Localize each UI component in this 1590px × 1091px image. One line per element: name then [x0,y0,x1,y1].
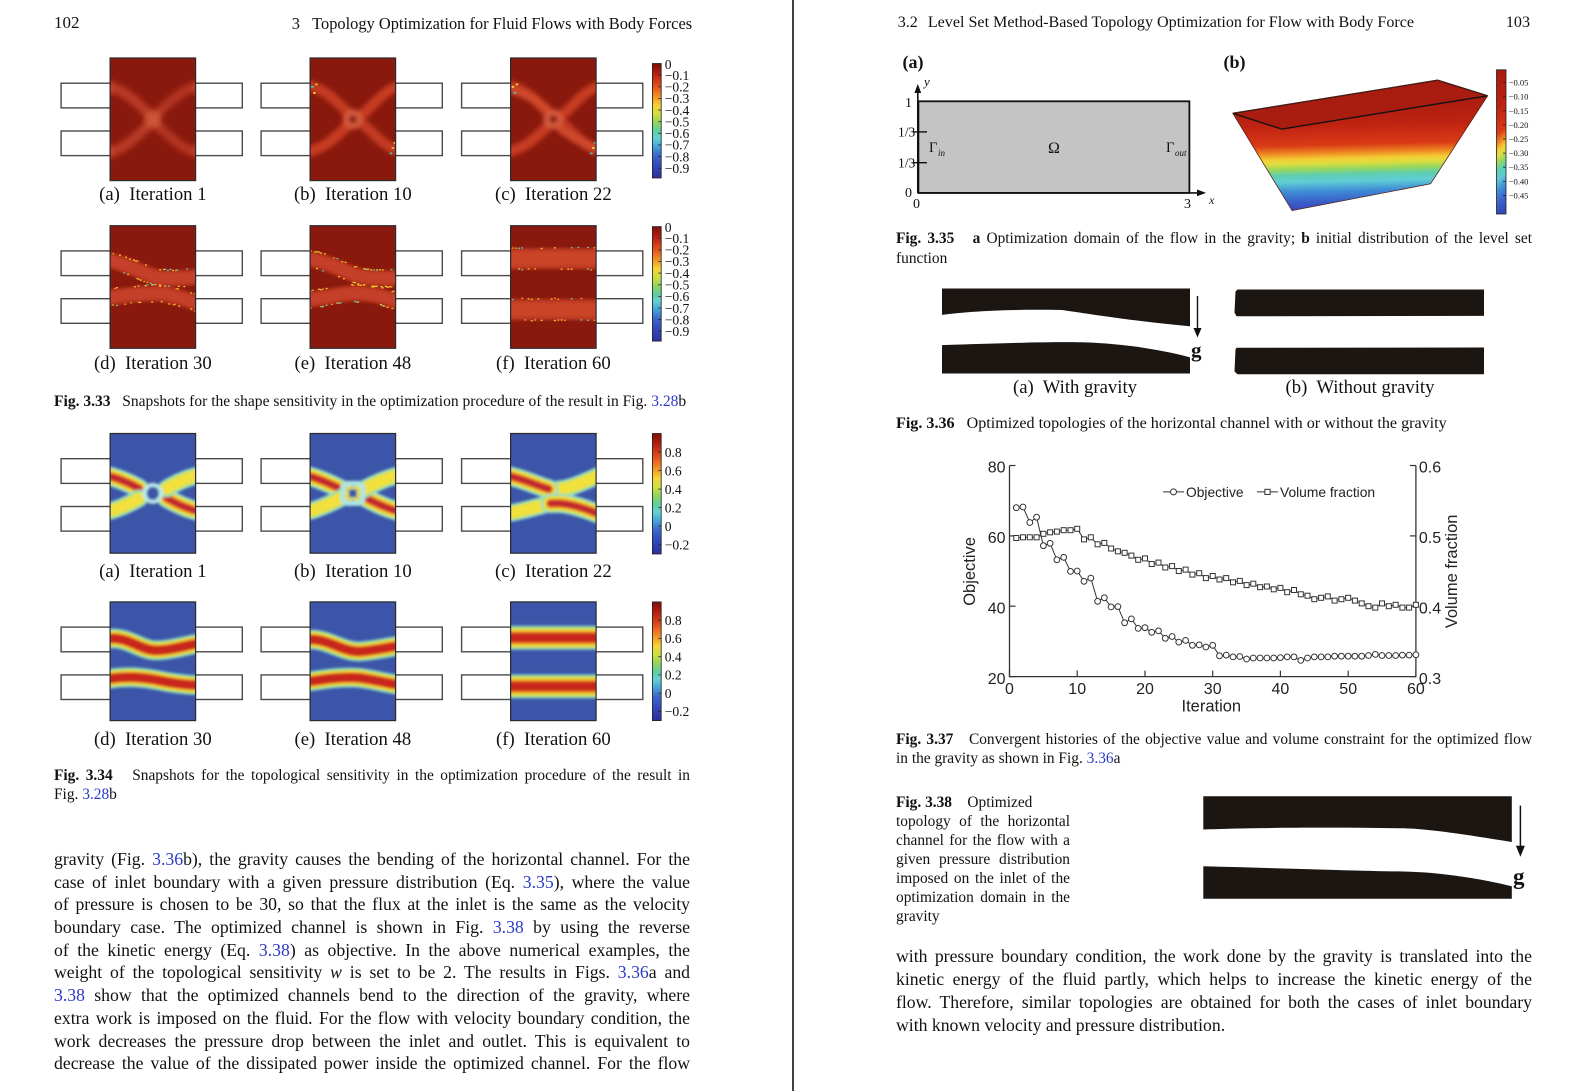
svg-text:−0.7: −0.7 [665,138,690,153]
svg-text:1/3: 1/3 [898,125,916,140]
svg-text:1: 1 [905,96,912,111]
svg-text:y: y [922,74,930,89]
svg-text:−0.1: −0.1 [665,231,690,246]
svg-text:60: 60 [1407,681,1425,698]
svg-text:−0.3: −0.3 [665,254,690,269]
svg-text:40: 40 [1272,681,1290,698]
svg-text:x: x [1208,193,1215,207]
svg-text:g: g [1191,338,1202,362]
svg-text:−0.9: −0.9 [665,161,690,176]
svg-text:−0.8: −0.8 [665,149,690,164]
svg-text:0.6: 0.6 [665,631,682,646]
svg-text:Iteration: Iteration [1181,698,1241,716]
svg-text:Objective: Objective [961,537,979,606]
svg-text:0.4: 0.4 [1419,600,1441,617]
svg-text:−0.2: −0.2 [665,704,690,719]
svg-text:0: 0 [665,220,672,235]
svg-text:−0.3: −0.3 [665,91,690,106]
svg-text:−0.5: −0.5 [665,278,690,293]
svg-text:−0.6: −0.6 [665,126,690,141]
svg-text:−0.15: −0.15 [1509,106,1529,116]
svg-text:10: 10 [1068,681,1086,698]
svg-text:−0.40: −0.40 [1509,176,1529,186]
svg-text:0: 0 [913,197,920,212]
svg-text:−0.25: −0.25 [1509,134,1529,144]
svg-text:3: 3 [1184,197,1191,212]
svg-text:0.5: 0.5 [1419,530,1441,547]
svg-text:0.2: 0.2 [665,668,682,683]
svg-text:40: 40 [988,600,1006,617]
svg-text:−0.35: −0.35 [1509,162,1529,172]
svg-text:−0.9: −0.9 [665,324,690,339]
svg-text:−0.6: −0.6 [665,289,690,304]
svg-text:−0.20: −0.20 [1509,120,1529,130]
svg-text:60: 60 [988,530,1006,547]
svg-text:80: 80 [988,460,1006,477]
svg-text:20: 20 [988,671,1006,688]
svg-text:−0.05: −0.05 [1509,78,1529,88]
svg-text:0.4: 0.4 [665,482,682,497]
svg-text:0.6: 0.6 [1419,460,1441,477]
svg-text:0.2: 0.2 [665,500,682,515]
svg-text:−0.8: −0.8 [665,312,690,327]
svg-text:Volume fraction: Volume fraction [1280,485,1375,500]
svg-text:−0.7: −0.7 [665,301,690,316]
svg-text:Ω: Ω [1048,140,1060,157]
svg-text:0: 0 [905,186,912,201]
svg-text:1/3: 1/3 [898,156,916,171]
svg-text:in: in [938,148,946,158]
svg-text:Volume fraction: Volume fraction [1443,515,1461,629]
svg-text:−0.1: −0.1 [665,68,690,83]
svg-text:−0.10: −0.10 [1509,92,1529,102]
svg-text:20: 20 [1136,681,1154,698]
svg-text:0: 0 [665,519,672,534]
svg-text:−0.2: −0.2 [665,243,690,258]
svg-text:−0.5: −0.5 [665,114,690,129]
svg-text:0: 0 [665,686,672,701]
svg-text:Γ: Γ [1166,140,1174,156]
svg-text:0.3: 0.3 [1419,671,1441,688]
svg-text:50: 50 [1339,681,1357,698]
svg-text:Γ: Γ [929,140,937,156]
svg-text:−0.4: −0.4 [665,266,690,281]
svg-text:0.8: 0.8 [665,445,682,460]
svg-text:30: 30 [1204,681,1222,698]
svg-text:−0.45: −0.45 [1509,190,1529,200]
svg-text:g: g [1513,864,1525,889]
svg-text:0.6: 0.6 [665,463,682,478]
svg-text:−0.2: −0.2 [665,538,690,553]
svg-text:−0.2: −0.2 [665,80,690,95]
svg-text:0: 0 [1005,681,1014,698]
svg-text:−0.30: −0.30 [1509,148,1529,158]
svg-text:out: out [1175,148,1187,158]
svg-text:0.8: 0.8 [665,613,682,628]
svg-text:0.4: 0.4 [665,649,682,664]
svg-text:Objective: Objective [1186,485,1244,500]
svg-text:0: 0 [665,57,672,72]
svg-text:−0.4: −0.4 [665,103,690,118]
